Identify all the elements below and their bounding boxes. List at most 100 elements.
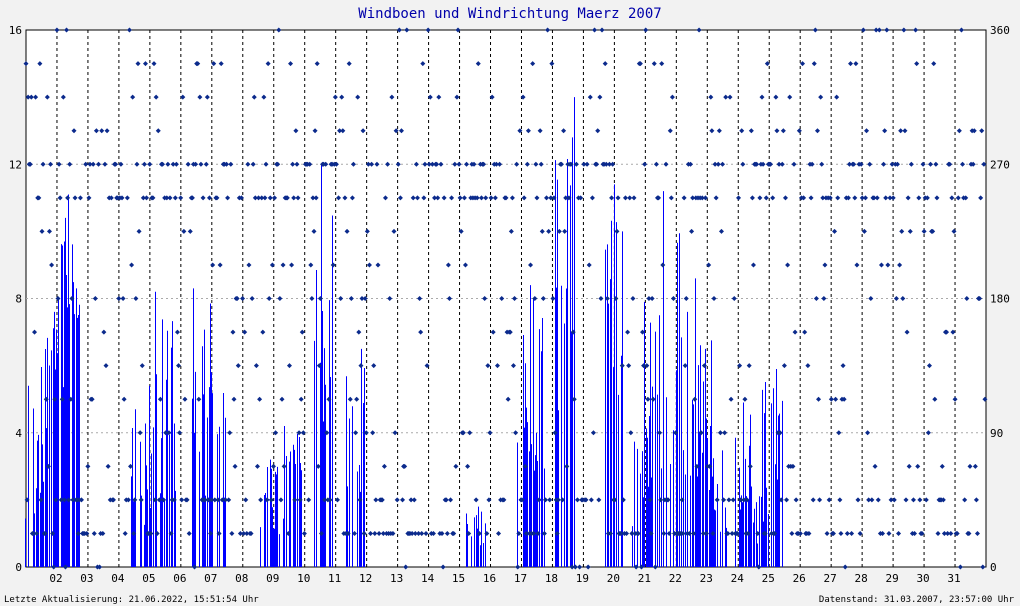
direction-point	[891, 497, 897, 503]
direction-point	[699, 195, 705, 201]
direction-point	[742, 396, 748, 402]
direction-point	[204, 94, 210, 100]
direction-point	[334, 497, 340, 503]
direction-point	[566, 195, 572, 201]
direction-point	[260, 329, 266, 335]
direction-point	[203, 161, 209, 167]
direction-point	[897, 262, 903, 268]
direction-point	[173, 161, 179, 167]
direction-point	[824, 530, 830, 536]
direction-point	[845, 195, 851, 201]
direction-point	[540, 296, 546, 301]
direction-point	[956, 128, 962, 134]
direction-point	[534, 195, 540, 201]
direction-point	[487, 430, 493, 436]
direction-point	[696, 27, 702, 33]
direction-point	[954, 530, 960, 536]
direction-point	[189, 195, 195, 201]
direction-point	[253, 363, 259, 369]
direction-point	[707, 463, 713, 469]
direction-point	[323, 161, 329, 167]
direction-point	[55, 296, 61, 301]
direction-point	[210, 262, 216, 268]
direction-point	[602, 61, 608, 67]
direction-point	[443, 497, 449, 503]
direction-point	[507, 329, 513, 335]
direction-point	[52, 396, 58, 402]
direction-point	[429, 161, 435, 167]
direction-point	[172, 195, 178, 201]
direction-point	[238, 195, 244, 201]
direction-point	[528, 262, 534, 268]
direction-point	[889, 161, 895, 167]
direction-point	[555, 497, 561, 503]
direction-point	[478, 195, 484, 201]
direction-point	[963, 195, 969, 201]
y-tick-label-left: 16	[9, 24, 22, 37]
direction-point	[547, 497, 553, 503]
direction-point	[464, 161, 470, 167]
direction-point	[901, 27, 907, 33]
direction-point	[151, 61, 157, 67]
direction-point	[658, 497, 664, 503]
direction-point	[61, 497, 67, 503]
direction-point	[754, 161, 760, 167]
direction-point	[46, 228, 52, 234]
direction-point	[802, 329, 808, 335]
direction-point	[39, 228, 45, 234]
direction-point	[939, 463, 945, 469]
direction-point	[397, 195, 403, 201]
y-tick-label-right: 270	[990, 158, 1010, 171]
direction-point	[730, 497, 736, 503]
direction-point	[619, 363, 625, 369]
direction-point	[185, 161, 191, 167]
direction-point	[701, 363, 707, 369]
x-tick-label: 11	[328, 572, 341, 585]
direction-point	[865, 430, 871, 436]
direction-point	[423, 530, 429, 536]
x-tick-label: 14	[421, 572, 435, 585]
direction-point	[521, 195, 527, 201]
direction-point	[300, 430, 306, 436]
direction-point	[160, 161, 166, 167]
direction-point	[125, 497, 131, 503]
x-tick-label: 22	[669, 572, 682, 585]
direction-point	[37, 61, 43, 67]
direction-point	[280, 262, 286, 268]
direction-point	[792, 329, 798, 335]
direction-point	[365, 161, 371, 167]
direction-point	[110, 497, 116, 503]
direction-point	[777, 430, 783, 436]
direction-point	[389, 94, 395, 100]
direction-point	[622, 195, 628, 201]
direction-point	[195, 61, 201, 67]
direction-point	[390, 530, 396, 536]
direction-point	[315, 463, 321, 469]
direction-point	[749, 195, 755, 201]
direction-point	[853, 61, 859, 67]
direction-point	[745, 530, 751, 536]
direction-point	[890, 195, 896, 201]
direction-point	[700, 530, 706, 536]
direction-point	[330, 262, 336, 268]
direction-point	[454, 94, 460, 100]
direction-point	[395, 161, 401, 167]
direction-point	[186, 530, 192, 536]
direction-point	[750, 262, 756, 268]
direction-point	[801, 195, 807, 201]
direction-point	[482, 296, 488, 301]
direction-point	[887, 195, 893, 201]
direction-point	[290, 161, 296, 167]
direction-point	[225, 195, 231, 201]
x-tick-label: 31	[947, 572, 960, 585]
direction-point	[772, 530, 778, 536]
direction-point	[603, 161, 609, 167]
direction-point	[430, 530, 436, 536]
x-tick-label: 09	[266, 572, 279, 585]
direction-point	[496, 530, 502, 536]
direction-point	[945, 530, 951, 536]
direction-point	[240, 296, 246, 301]
direction-point	[360, 128, 366, 134]
direction-point	[548, 195, 554, 201]
direction-point	[24, 497, 30, 503]
